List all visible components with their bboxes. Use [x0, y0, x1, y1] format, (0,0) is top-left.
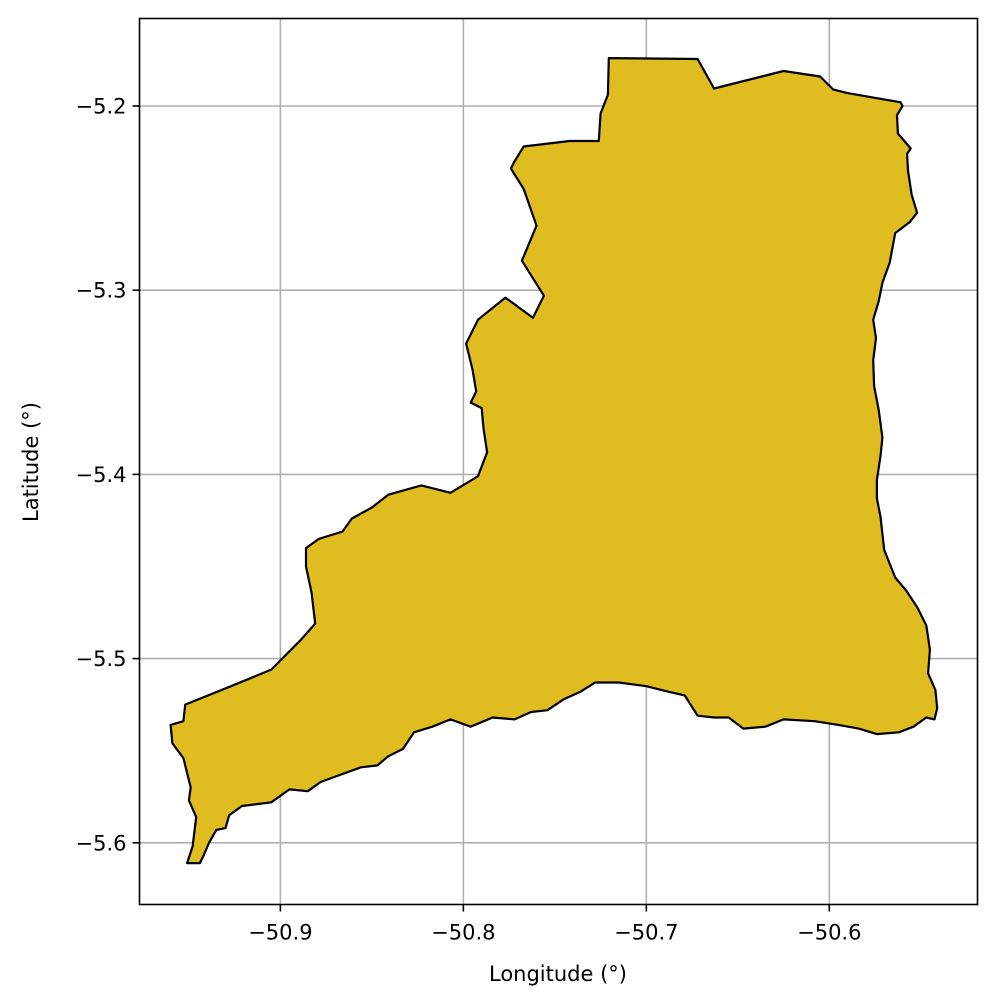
municipality-region — [169, 57, 939, 865]
x-tick-label: −50.6 — [797, 921, 861, 945]
y-tick-label: −5.2 — [76, 94, 127, 118]
x-tick-label: −50.7 — [614, 921, 678, 945]
y-tick-label: −5.4 — [76, 463, 127, 487]
x-tick-label: −50.9 — [248, 921, 312, 945]
y-tick-label: −5.6 — [76, 831, 127, 855]
map-regions — [169, 57, 939, 865]
plot-frame — [138, 17, 979, 906]
x-axis-title: Longitude (°) — [489, 962, 627, 986]
y-tick-label: −5.5 — [76, 647, 127, 671]
x-tick-label: −50.8 — [431, 921, 495, 945]
y-axis-title: Latitude (°) — [19, 402, 43, 522]
axis-ticks: −50.9 −50.8 −50.7 −50.6 −5.2 −5.3 −5.4 −5.5 −5.6 — [76, 94, 862, 944]
y-tick-label: −5.3 — [76, 279, 127, 303]
